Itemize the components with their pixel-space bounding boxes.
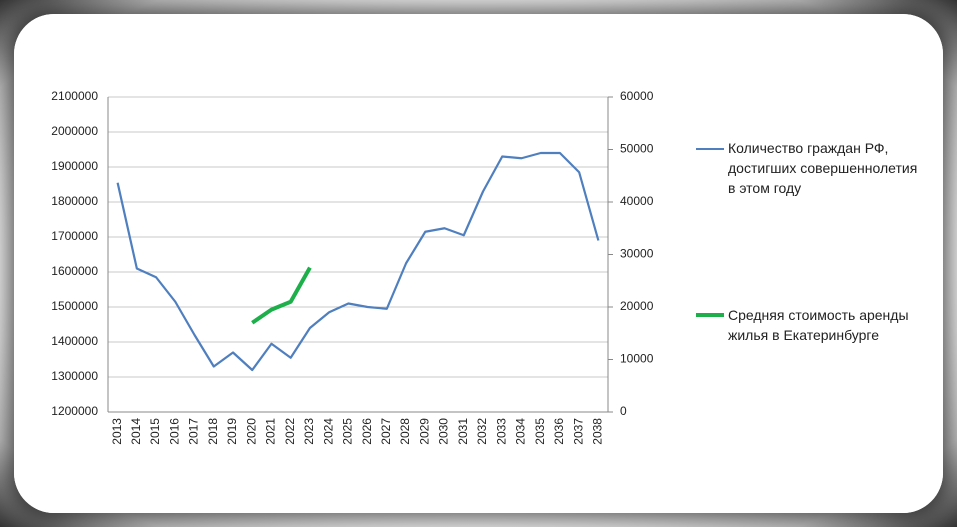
- y2-tick-label: 0: [620, 404, 627, 418]
- y2-tick-label: 10000: [620, 352, 654, 366]
- legend-label: Средняя стоимость аренды жилья в Екатери…: [728, 307, 909, 343]
- y-tick-label: 1600000: [51, 264, 98, 278]
- x-tick-label: 2016: [167, 418, 181, 445]
- y-tick-label: 2000000: [51, 124, 98, 138]
- x-tick-label: 2015: [148, 418, 162, 445]
- x-tick-label: 2035: [533, 418, 547, 445]
- y2-tick-label: 20000: [620, 299, 654, 313]
- x-tick-label: 2018: [206, 418, 220, 445]
- x-tick-label: 2030: [437, 418, 451, 445]
- x-tick-label: 2026: [360, 418, 374, 445]
- legend-label: Количество граждан РФ, достигших соверше…: [728, 140, 918, 196]
- x-tick-label: 2013: [110, 418, 124, 445]
- y-tick-label: 1400000: [51, 334, 98, 348]
- x-tick-label: 2037: [571, 418, 585, 445]
- y2-tick-label: 50000: [620, 142, 654, 156]
- y-tick-label: 1200000: [51, 404, 98, 418]
- legend-swatch: [696, 148, 724, 150]
- x-tick-label: 2027: [379, 418, 393, 445]
- y-tick-label: 2100000: [51, 89, 98, 103]
- x-tick-label: 2031: [456, 418, 470, 445]
- x-tick-label: 2029: [417, 418, 431, 445]
- y-tick-label: 1500000: [51, 299, 98, 313]
- series-line: [116, 151, 600, 372]
- x-tick-label: 2017: [187, 418, 201, 445]
- x-tick-label: 2023: [302, 418, 316, 445]
- y-tick-label: 1900000: [51, 159, 98, 173]
- x-tick-label: 2028: [398, 418, 412, 445]
- y2-tick-label: 30000: [620, 247, 654, 261]
- x-tick-label: 2019: [225, 418, 239, 445]
- x-tick-label: 2038: [591, 418, 605, 445]
- x-tick-label: 2024: [321, 418, 335, 445]
- series-line: [251, 266, 312, 325]
- y-tick-label: 1700000: [51, 229, 98, 243]
- y-tick-label: 1800000: [51, 194, 98, 208]
- x-tick-label: 2032: [475, 418, 489, 445]
- x-tick-label: 2034: [514, 418, 528, 445]
- x-tick-label: 2022: [283, 418, 297, 445]
- x-tick-label: 2025: [341, 418, 355, 445]
- x-tick-label: 2014: [129, 418, 143, 445]
- x-tick-label: 2021: [264, 418, 278, 445]
- y2-tick-label: 60000: [620, 89, 654, 103]
- x-tick-label: 2020: [244, 418, 258, 445]
- x-tick-label: 2036: [552, 418, 566, 445]
- y2-tick-label: 40000: [620, 194, 654, 208]
- x-tick-label: 2033: [494, 418, 508, 445]
- y-tick-label: 1300000: [51, 369, 98, 383]
- legend-swatch: [696, 313, 724, 317]
